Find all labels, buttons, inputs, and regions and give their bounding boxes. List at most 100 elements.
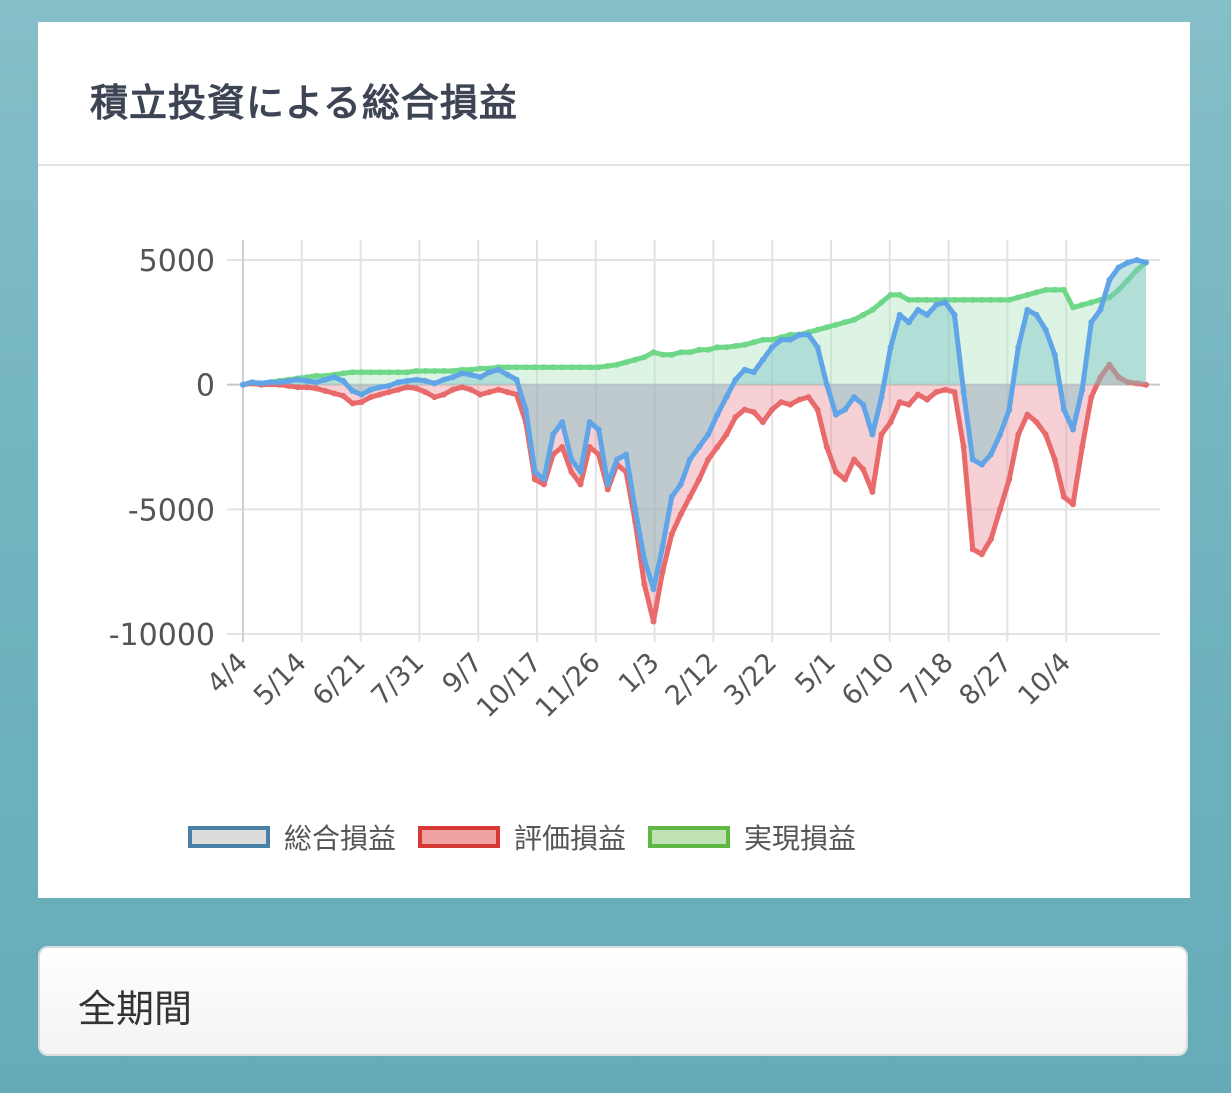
x-tick-label: 5/1 bbox=[789, 647, 842, 700]
x-tick-label: 10/17 bbox=[471, 647, 548, 724]
data-point-1 bbox=[741, 406, 748, 413]
legend-swatch-total bbox=[188, 826, 270, 848]
data-point-1 bbox=[869, 488, 876, 495]
data-point-0 bbox=[550, 431, 557, 438]
data-point-1 bbox=[677, 511, 684, 518]
data-point-0 bbox=[677, 481, 684, 488]
data-point-1 bbox=[1033, 419, 1040, 426]
x-tick-label: 3/22 bbox=[718, 647, 783, 712]
data-point-1 bbox=[896, 399, 903, 406]
data-point-0 bbox=[1143, 259, 1149, 266]
data-point-0 bbox=[987, 451, 994, 458]
data-point-2 bbox=[769, 336, 775, 343]
data-point-1 bbox=[842, 476, 848, 483]
data-point-2 bbox=[431, 368, 438, 374]
data-point-1 bbox=[650, 618, 657, 625]
data-point-0 bbox=[1097, 306, 1104, 313]
data-point-1 bbox=[887, 419, 894, 426]
data-point-0 bbox=[513, 376, 520, 383]
data-point-0 bbox=[915, 306, 921, 313]
data-point-2 bbox=[550, 364, 557, 371]
data-point-0 bbox=[1051, 351, 1058, 358]
data-point-0 bbox=[650, 586, 657, 593]
data-point-0 bbox=[750, 369, 757, 376]
data-point-2 bbox=[568, 364, 575, 371]
data-point-2 bbox=[759, 336, 766, 343]
data-point-0 bbox=[1033, 311, 1040, 318]
data-point-1 bbox=[1115, 374, 1122, 381]
data-point-0 bbox=[714, 411, 721, 418]
data-point-1 bbox=[1079, 444, 1086, 450]
data-point-0 bbox=[541, 476, 547, 483]
data-point-2 bbox=[604, 363, 611, 369]
data-point-0 bbox=[969, 456, 976, 463]
data-point-1 bbox=[404, 384, 411, 391]
data-point-2 bbox=[1024, 291, 1031, 298]
data-point-2 bbox=[969, 296, 976, 303]
data-point-1 bbox=[823, 444, 830, 450]
legend-label-unrealized: 評価損益 bbox=[514, 822, 627, 855]
data-point-1 bbox=[905, 401, 912, 408]
data-point-2 bbox=[686, 349, 693, 356]
x-tick-label: 6/21 bbox=[307, 647, 372, 712]
data-point-1 bbox=[714, 444, 721, 450]
data-point-2 bbox=[1015, 294, 1022, 301]
data-point-1 bbox=[686, 493, 693, 500]
data-point-1 bbox=[987, 536, 994, 543]
data-point-0 bbox=[960, 389, 967, 396]
data-point-0 bbox=[1124, 259, 1131, 266]
data-point-0 bbox=[614, 456, 620, 463]
data-point-1 bbox=[878, 431, 885, 438]
data-point-0 bbox=[896, 311, 903, 318]
data-point-1 bbox=[659, 568, 666, 575]
data-point-0 bbox=[1088, 319, 1095, 326]
data-point-2 bbox=[677, 349, 684, 356]
data-point-0 bbox=[787, 336, 794, 343]
data-point-0 bbox=[385, 382, 392, 389]
data-point-0 bbox=[887, 344, 894, 351]
y-tick-label: -10000 bbox=[109, 618, 215, 653]
data-point-1 bbox=[778, 399, 785, 406]
data-point-1 bbox=[385, 389, 392, 396]
data-point-0 bbox=[358, 391, 365, 398]
data-point-2 bbox=[1006, 296, 1013, 303]
x-tick-label: 10/4 bbox=[1012, 647, 1077, 712]
data-point-0 bbox=[860, 401, 867, 408]
data-point-0 bbox=[769, 344, 775, 351]
series-area-2 bbox=[243, 262, 1146, 385]
data-point-1 bbox=[395, 386, 402, 393]
data-point-2 bbox=[586, 364, 593, 371]
data-point-0 bbox=[696, 444, 703, 450]
legend-item-realized[interactable]: 実現損益 bbox=[648, 817, 856, 857]
period-selector[interactable]: 全期間 bbox=[38, 946, 1188, 1056]
data-point-2 bbox=[614, 361, 620, 368]
data-point-0 bbox=[1024, 306, 1031, 313]
legend-item-unrealized[interactable]: 評価損益 bbox=[418, 817, 626, 857]
data-point-1 bbox=[915, 391, 921, 398]
data-point-2 bbox=[531, 364, 538, 371]
data-point-2 bbox=[623, 359, 630, 366]
data-point-1 bbox=[541, 481, 547, 488]
data-point-2 bbox=[1079, 301, 1086, 308]
legend-item-total[interactable]: 総合損益 bbox=[188, 817, 396, 857]
data-point-1 bbox=[705, 456, 712, 463]
data-point-2 bbox=[851, 316, 858, 323]
data-point-2 bbox=[832, 321, 839, 328]
data-point-2 bbox=[1124, 276, 1131, 283]
x-tick-label: 4/4 bbox=[201, 647, 254, 700]
data-point-1 bbox=[285, 382, 292, 389]
data-point-1 bbox=[668, 531, 675, 538]
data-point-0 bbox=[240, 381, 246, 388]
data-point-0 bbox=[796, 331, 803, 338]
data-point-0 bbox=[1006, 406, 1013, 413]
data-point-2 bbox=[1106, 294, 1113, 301]
data-point-0 bbox=[413, 376, 420, 383]
data-point-1 bbox=[814, 406, 821, 413]
data-point-2 bbox=[1115, 286, 1122, 293]
data-point-2 bbox=[349, 369, 356, 376]
data-point-1 bbox=[604, 486, 611, 493]
data-point-0 bbox=[531, 468, 538, 475]
data-point-1 bbox=[440, 391, 447, 398]
x-tick-label: 1/3 bbox=[613, 647, 666, 700]
